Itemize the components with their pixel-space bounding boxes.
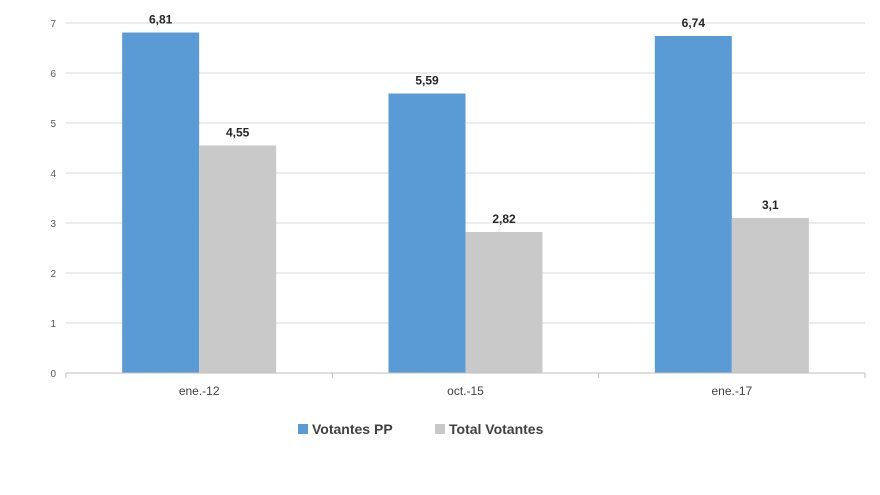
data-label: 2,82 <box>492 212 516 226</box>
bar-votantes-pp-1 <box>388 93 466 373</box>
bars <box>122 32 809 373</box>
bar-votantes-pp-2 <box>654 36 732 373</box>
y-tick-label: 5 <box>50 119 56 130</box>
legend-label: Total Votantes <box>449 421 544 437</box>
x-axis: ene.-12 oct.-15 ene.-17 <box>65 372 866 398</box>
bar-total-votantes-2 <box>731 218 809 373</box>
data-label: 6,81 <box>149 13 173 27</box>
legend: Votantes PP Total Votantes <box>298 421 544 437</box>
y-tick-label: 7 <box>50 19 56 30</box>
y-tick-label: 0 <box>50 369 56 380</box>
y-tick-label: 2 <box>50 269 56 280</box>
data-label: 4,55 <box>226 126 250 140</box>
bar-votantes-pp-0 <box>122 32 200 373</box>
legend-swatch <box>298 424 308 434</box>
bar-total-votantes-1 <box>465 232 543 373</box>
data-labels: 6,81 4,55 5,59 2,82 6,74 3,1 <box>149 13 779 227</box>
data-label: 3,1 <box>762 198 779 212</box>
legend-label: Votantes PP <box>312 421 393 437</box>
bar-total-votantes-0 <box>199 145 277 373</box>
y-tick-label: 1 <box>50 319 56 330</box>
x-category-label: ene.-17 <box>711 384 752 398</box>
data-label: 6,74 <box>682 16 706 30</box>
x-category-label: oct.-15 <box>447 384 484 398</box>
x-category-label: ene.-12 <box>179 384 220 398</box>
y-tick-label: 3 <box>50 219 56 230</box>
y-axis-tick-labels: 0 1 2 3 4 5 6 7 <box>50 19 56 380</box>
y-tick-label: 4 <box>50 169 56 180</box>
y-tick-label: 6 <box>50 69 56 80</box>
legend-swatch <box>435 424 445 434</box>
data-label: 5,59 <box>415 74 439 88</box>
